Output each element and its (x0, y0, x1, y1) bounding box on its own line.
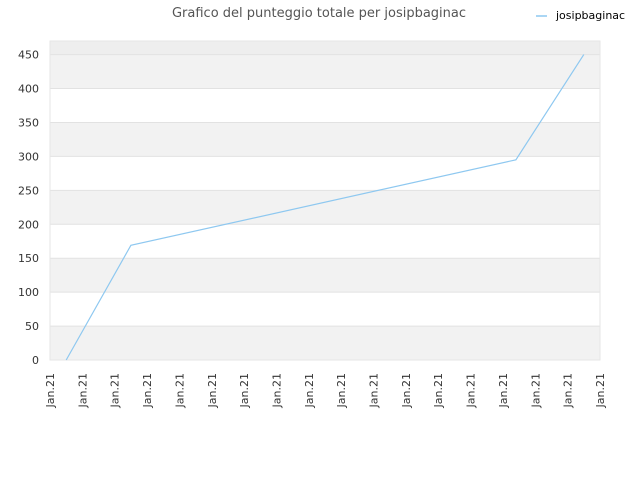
grid-band (50, 122, 600, 157)
x-tick-label: Jan.21 (594, 373, 607, 408)
y-axis-ticks: 0 50 100 150 200 250 300 350 400 450 (18, 49, 39, 367)
x-axis-ticks: Jan.21 Jan.21 Jan.21 Jan.21 Jan.21 Jan.21 Jan.… (44, 373, 607, 408)
x-tick-label: Jan.21 (529, 373, 542, 408)
plot-area-frame (49, 40, 601, 361)
y-tick-label: 100 (18, 286, 39, 299)
legend-label: josipbaginac (555, 9, 625, 22)
y-tick-label: 400 (18, 83, 39, 96)
x-tick-label: Jan.21 (206, 373, 219, 408)
y-tick-label: 450 (18, 49, 39, 62)
legend: josipbaginac (536, 9, 625, 22)
x-tick-label: Jan.21 (76, 373, 89, 408)
x-tick-label: Jan.21 (562, 373, 575, 408)
x-tick-label: Jan.21 (432, 373, 445, 408)
series-line (65, 54, 585, 361)
y-tick-label: 350 (18, 116, 39, 129)
y-tick-label: 300 (18, 150, 39, 163)
x-tick-label: Jan.21 (238, 373, 251, 408)
grid-band (50, 258, 600, 293)
x-tick-label: Jan.21 (303, 373, 316, 408)
x-tick-label: Jan.21 (173, 373, 186, 408)
y-tick-label: 0 (32, 354, 39, 367)
y-tick-label: 200 (18, 218, 39, 231)
x-tick-label: Jan.21 (44, 373, 57, 408)
y-tick-label: 250 (18, 184, 39, 197)
plot-bands (50, 41, 600, 360)
y-tick-label: 150 (18, 252, 39, 265)
grid-band (50, 190, 600, 225)
x-tick-label: Jan.21 (109, 373, 122, 408)
x-tick-label: Jan.21 (400, 373, 413, 408)
grid-band (50, 54, 600, 89)
y-tick-label: 50 (25, 320, 39, 333)
x-tick-label: Jan.21 (270, 373, 283, 408)
x-tick-label: Jan.21 (368, 373, 381, 408)
grid-band (50, 326, 600, 360)
grid-band (50, 41, 600, 55)
x-tick-label: Jan.21 (141, 373, 154, 408)
x-tick-label: Jan.21 (465, 373, 478, 408)
series-layer (65, 54, 585, 361)
x-tick-label: Jan.21 (335, 373, 348, 408)
chart-title: Grafico del punteggio totale per josipba… (172, 6, 466, 21)
x-tick-label: Jan.21 (497, 373, 510, 408)
